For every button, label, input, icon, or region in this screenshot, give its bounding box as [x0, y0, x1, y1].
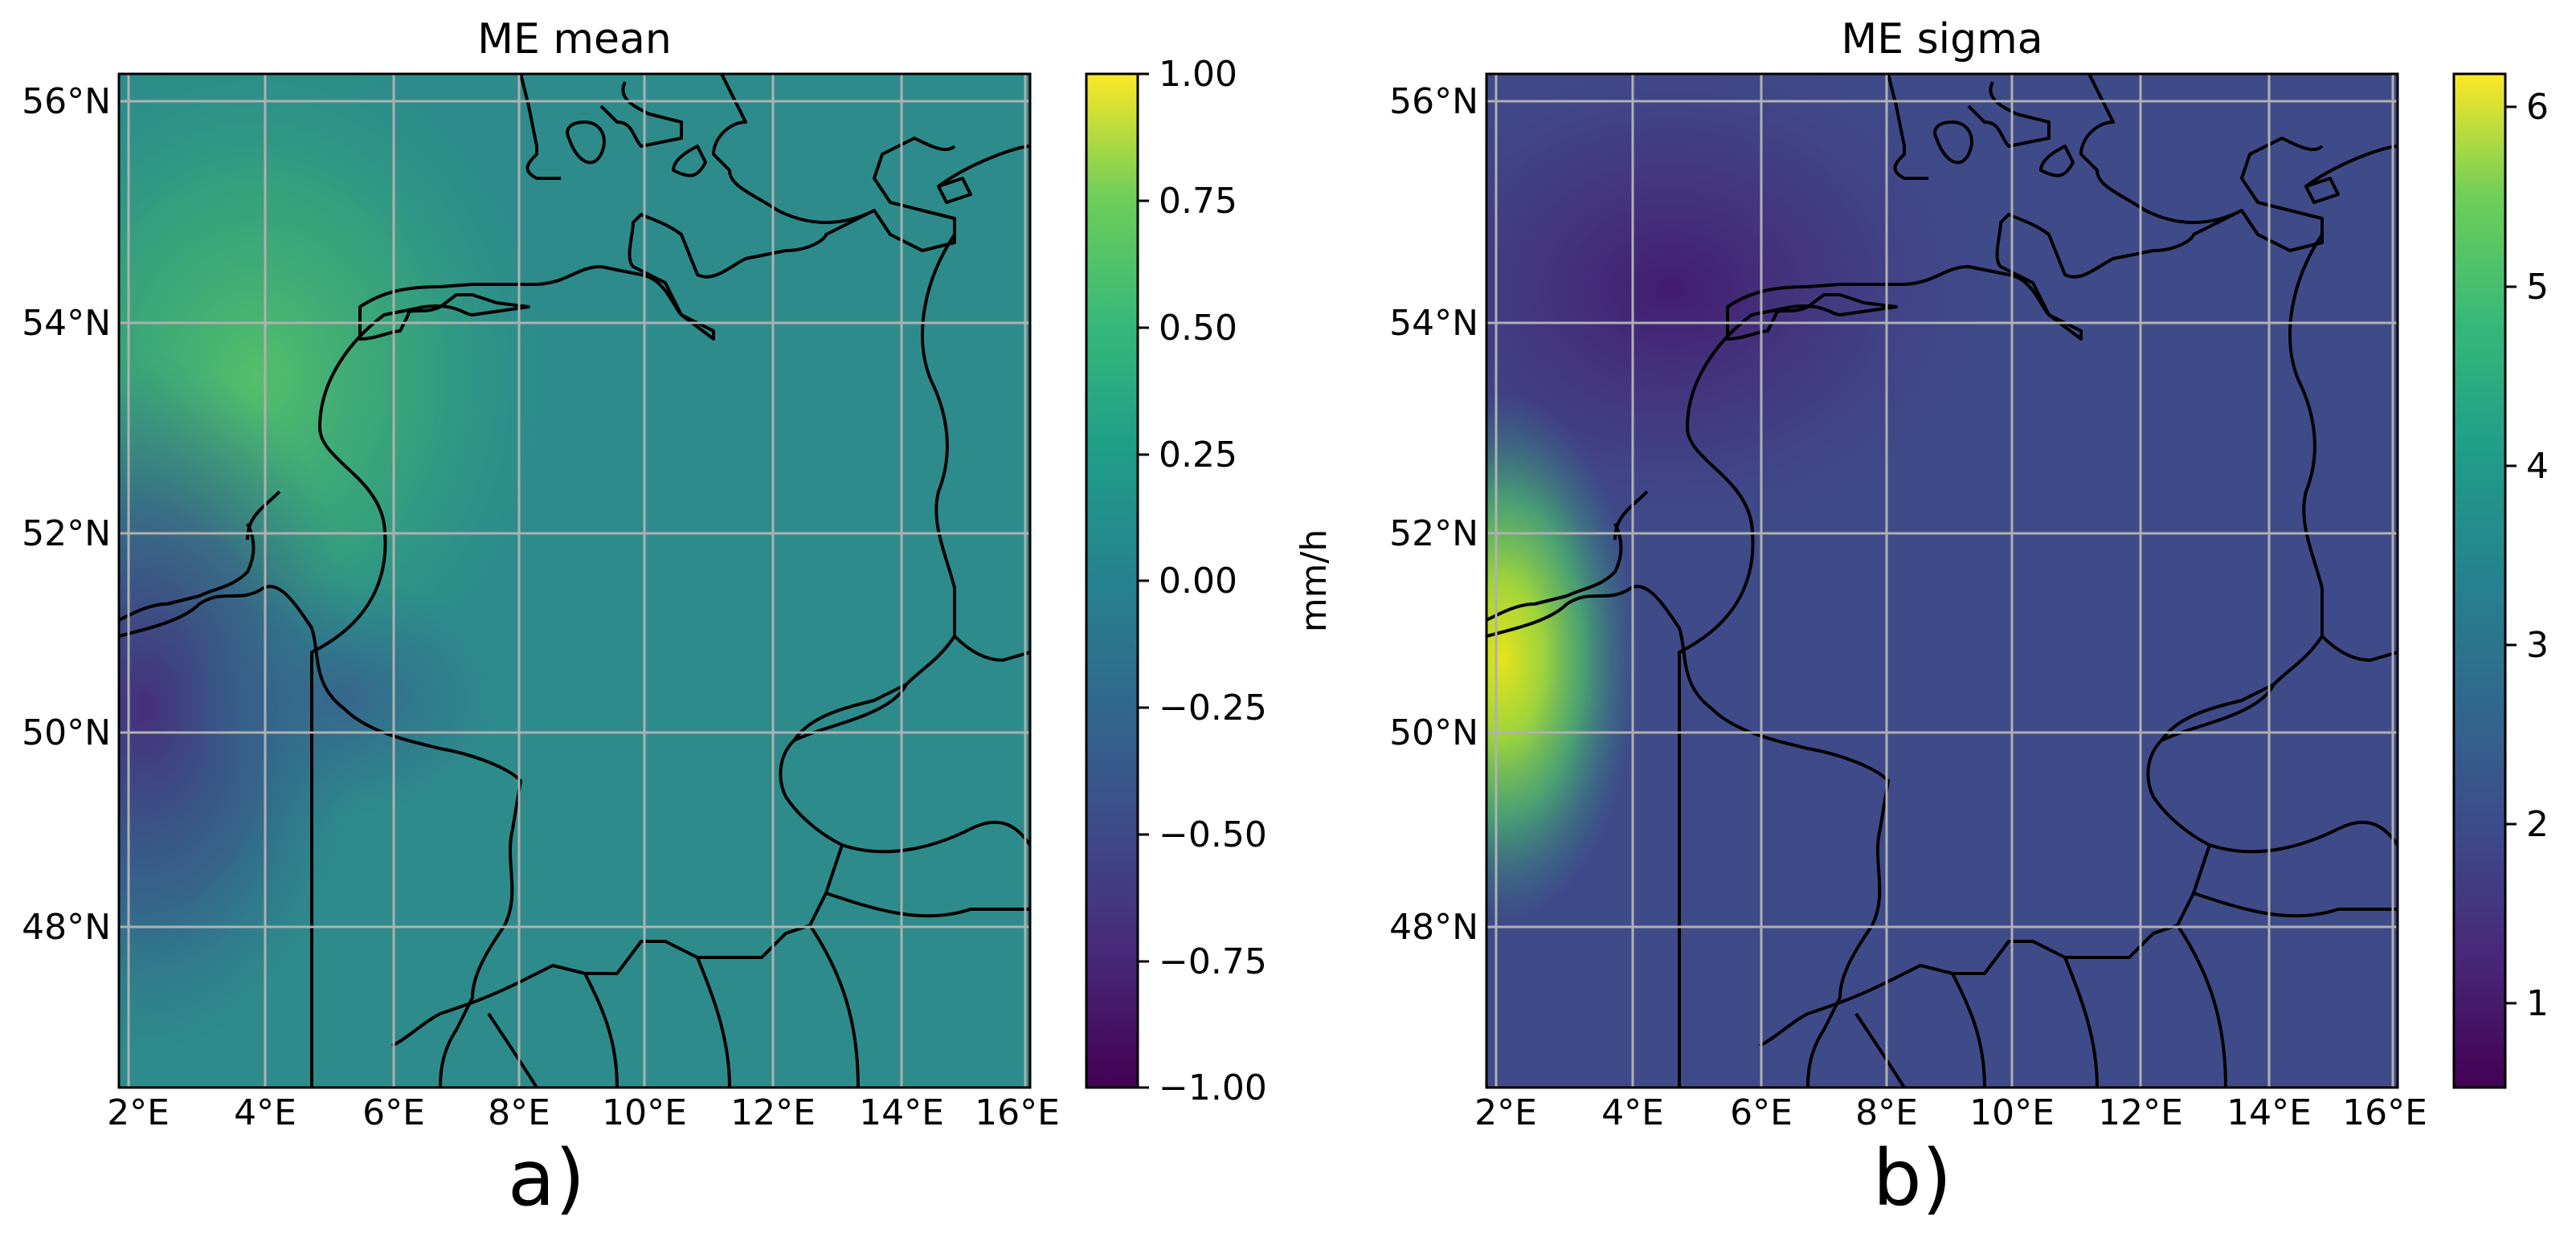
panel-a-label: a) — [508, 1133, 585, 1223]
panel-a: ME mean — [22, 15, 1335, 1223]
lon-tick: 6°E — [1730, 1092, 1793, 1133]
lon-tick: 14°E — [859, 1092, 944, 1133]
lon-tick: 8°E — [488, 1092, 550, 1133]
colorbar-a-tick: 0.25 — [1159, 435, 1237, 475]
lon-tick: 12°E — [730, 1092, 816, 1133]
lon-tick: 8°E — [1855, 1092, 1918, 1133]
panel-a-map — [119, 74, 1030, 1088]
lon-tick: 16°E — [2342, 1092, 2427, 1133]
panel-a-frame — [117, 72, 1032, 1089]
lat-tick: 52°N — [22, 513, 111, 554]
lon-tick: 2°E — [107, 1092, 170, 1133]
lat-tick: 56°N — [1389, 81, 1478, 122]
lat-tick: 48°N — [1389, 907, 1478, 948]
colorbar-b-tick: 4 — [2526, 446, 2549, 487]
colorbar-a-tick: −0.25 — [1159, 688, 1267, 729]
colorbar-a-tick: −0.75 — [1159, 941, 1267, 982]
colorbar-a-label: mm/h — [1294, 529, 1335, 632]
panel-a-lon-ticks: 2°E 4°E 6°E 8°E 10°E 12°E 14°E 16°E — [107, 1092, 1060, 1133]
panel-a-grid — [119, 74, 1030, 1088]
panel-b-map — [1486, 74, 2398, 1088]
colorbar-a-gradient — [1085, 72, 1139, 1089]
colorbar-b-tick: 6 — [2526, 87, 2549, 128]
lon-tick: 14°E — [2226, 1092, 2312, 1133]
lon-tick: 2°E — [1474, 1092, 1537, 1133]
lon-tick: 4°E — [1601, 1092, 1664, 1133]
panel-a-title: ME mean — [477, 15, 672, 63]
colorbar-a-tick: −1.00 — [1159, 1067, 1267, 1108]
lon-tick: 6°E — [362, 1092, 425, 1133]
colorbar-b-gradient — [2452, 72, 2507, 1089]
lat-tick: 52°N — [1389, 513, 1478, 554]
panel-b-lat-ticks: 56°N 54°N 52°N 50°N 48°N — [1389, 81, 1478, 948]
panel-b-grid — [1486, 74, 2398, 1088]
panel-b-frame — [1485, 72, 2399, 1089]
lon-tick: 16°E — [975, 1092, 1060, 1133]
colorbar-b-tick: 2 — [2526, 804, 2549, 845]
lat-tick: 48°N — [22, 907, 111, 948]
lon-tick: 10°E — [602, 1092, 687, 1133]
panel-b-title: ME sigma — [1841, 15, 2042, 63]
panel-b-lon-ticks: 2°E 4°E 6°E 8°E 10°E 12°E 14°E 16°E — [1474, 1092, 2427, 1133]
colorbar-b-tick: 3 — [2526, 625, 2549, 666]
lat-tick: 54°N — [1389, 303, 1478, 344]
lat-tick: 54°N — [22, 303, 111, 344]
colorbar-a-tick: −0.50 — [1159, 814, 1267, 855]
panel-b: ME sigma — [1389, 15, 2549, 1223]
panel-b-label: b) — [1873, 1133, 1952, 1223]
lat-tick: 50°N — [1389, 712, 1478, 753]
colorbar-a-tick: 0.50 — [1159, 308, 1237, 349]
colorbar-b-tick: 5 — [2526, 267, 2549, 308]
lon-tick: 10°E — [1969, 1092, 2055, 1133]
panel-a-lat-ticks: 56°N 54°N 52°N 50°N 48°N — [22, 81, 111, 948]
lat-tick: 56°N — [22, 81, 111, 122]
lon-tick: 4°E — [234, 1092, 296, 1133]
panel-b-colorbar: 6 5 4 3 2 1 — [2452, 72, 2549, 1089]
lat-tick: 50°N — [22, 712, 111, 753]
panel-a-colorbar: 1.00 0.75 0.50 0.25 0.00 −0.25 −0.50 −0.… — [1085, 54, 1335, 1108]
colorbar-b-tick: 1 — [2526, 983, 2549, 1024]
colorbar-a-tick: 0.75 — [1159, 181, 1237, 222]
colorbar-a-tick: 1.00 — [1159, 54, 1237, 95]
colorbar-a-tick: 0.00 — [1159, 561, 1237, 602]
lon-tick: 12°E — [2098, 1092, 2183, 1133]
